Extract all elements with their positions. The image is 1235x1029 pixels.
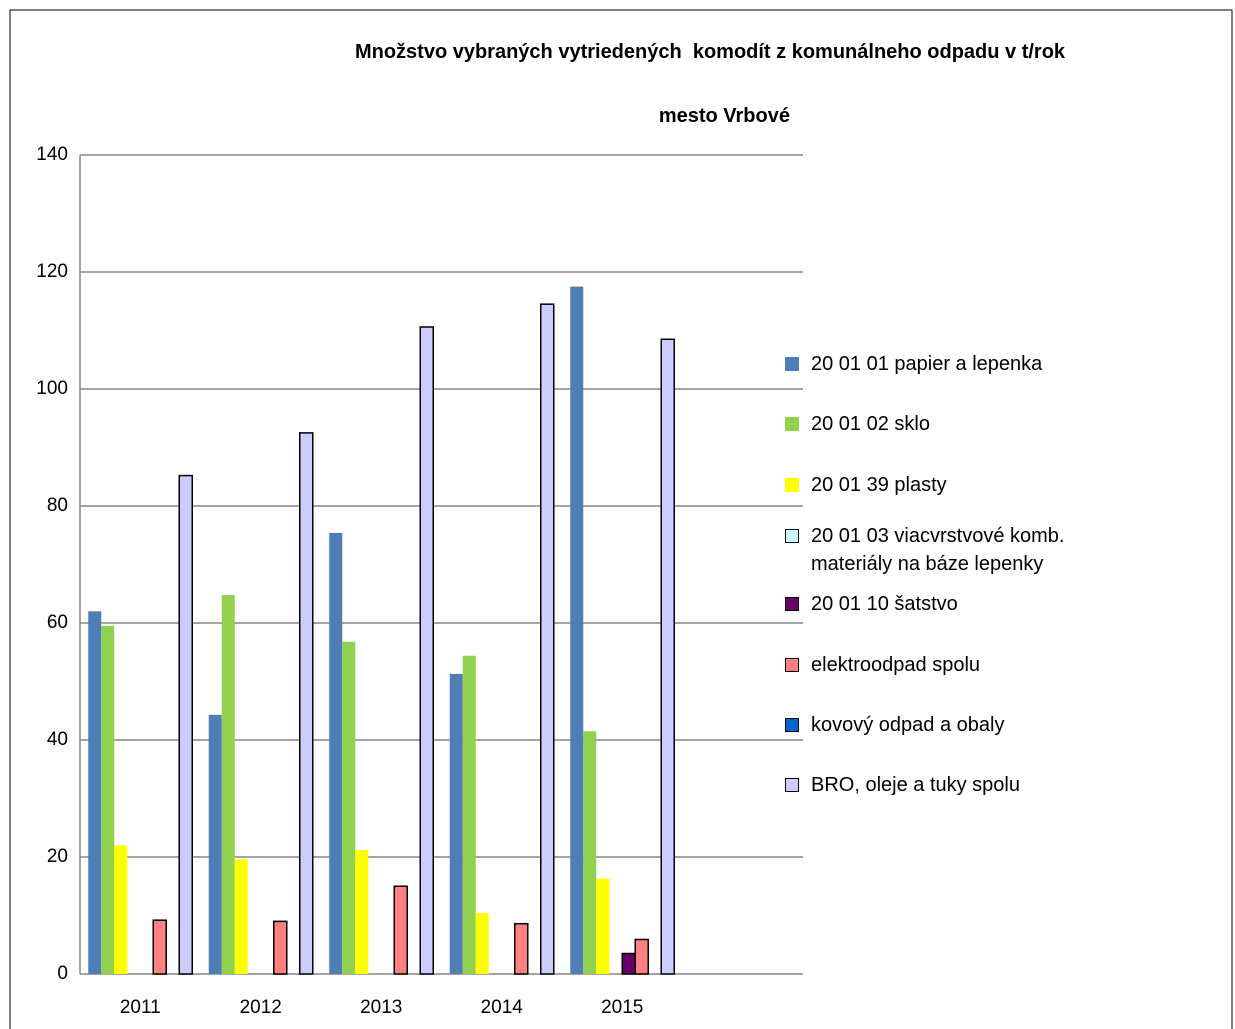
- bar: [660, 338, 675, 975]
- y-tick-label: 100: [36, 378, 68, 399]
- legend-swatch: [785, 778, 799, 792]
- x-tick-label: 2015: [601, 997, 643, 1018]
- legend-swatch: [785, 658, 799, 672]
- legend-swatch: [785, 718, 799, 732]
- chart-subtitle: mesto Vrbové: [659, 105, 790, 127]
- bar: [299, 432, 314, 975]
- y-tick-label: 80: [47, 495, 68, 516]
- legend-label: 20 01 01 papier a lepenka: [811, 353, 1043, 375]
- legend-item: 20 01 10 šatstvo: [785, 590, 1145, 618]
- bar: [234, 859, 248, 974]
- legend-label: elektroodpad spolu: [811, 654, 981, 676]
- bar: [393, 885, 408, 975]
- legend-label: BRO, oleje a tuky spolu: [811, 774, 1020, 796]
- bar: [114, 845, 128, 974]
- bar: [273, 920, 288, 975]
- bar: [221, 594, 235, 974]
- x-tick-label: 2013: [360, 997, 402, 1018]
- y-tick-label: 140: [36, 144, 68, 165]
- chart-border: [9, 9, 1233, 1029]
- bar: [419, 326, 434, 975]
- bar: [449, 673, 463, 974]
- bar: [583, 731, 597, 974]
- y-tick-label: 120: [36, 261, 68, 282]
- bar: [101, 625, 115, 974]
- bar: [178, 474, 193, 975]
- x-tick-label: 2012: [240, 997, 282, 1018]
- bar: [570, 286, 584, 974]
- legend-swatch: [785, 529, 799, 543]
- bar: [596, 878, 610, 974]
- legend-swatch: [785, 417, 799, 431]
- legend-label: 20 01 39 plasty: [811, 474, 947, 496]
- bar: [152, 919, 167, 975]
- bar: [329, 532, 343, 974]
- legend-swatch: [785, 597, 799, 611]
- chart-title: Množstvo vybraných vytriedených komodít …: [355, 41, 1066, 63]
- bar: [355, 849, 369, 974]
- legend-label: kovový odpad a obaly: [811, 714, 1005, 736]
- legend-item: 20 01 03 viacvrstvové komb. materiály na…: [785, 522, 1145, 578]
- legend-item: BRO, oleje a tuky spolu: [785, 771, 1145, 799]
- legend-swatch: [785, 357, 799, 371]
- legend-item: 20 01 39 plasty: [785, 471, 1145, 499]
- y-tick-label: 20: [47, 846, 68, 867]
- legend-label: 20 01 03 viacvrstvové komb. materiály na…: [811, 525, 1065, 575]
- legend-label: 20 01 10 šatstvo: [811, 593, 958, 615]
- bar: [462, 655, 476, 974]
- y-tick-label: 0: [57, 963, 68, 984]
- y-tick-label: 40: [47, 729, 68, 750]
- legend-swatch: [785, 478, 799, 492]
- x-tick-label: 2014: [481, 997, 524, 1018]
- legend-item: 20 01 01 papier a lepenka: [785, 350, 1145, 378]
- bar: [475, 913, 489, 974]
- bar: [634, 938, 649, 975]
- bar: [514, 922, 529, 975]
- bar: [88, 611, 102, 974]
- bar: [621, 952, 636, 975]
- legend-item: elektroodpad spolu: [785, 651, 1145, 679]
- y-tick-label: 60: [47, 612, 68, 633]
- bar: [342, 641, 356, 974]
- x-tick-label: 2011: [120, 997, 161, 1018]
- bar: [208, 714, 222, 974]
- legend-item: kovový odpad a obaly: [785, 711, 1145, 739]
- legend-item: 20 01 02 sklo: [785, 410, 1145, 438]
- legend-label: 20 01 02 sklo: [811, 413, 930, 435]
- bar: [540, 303, 555, 975]
